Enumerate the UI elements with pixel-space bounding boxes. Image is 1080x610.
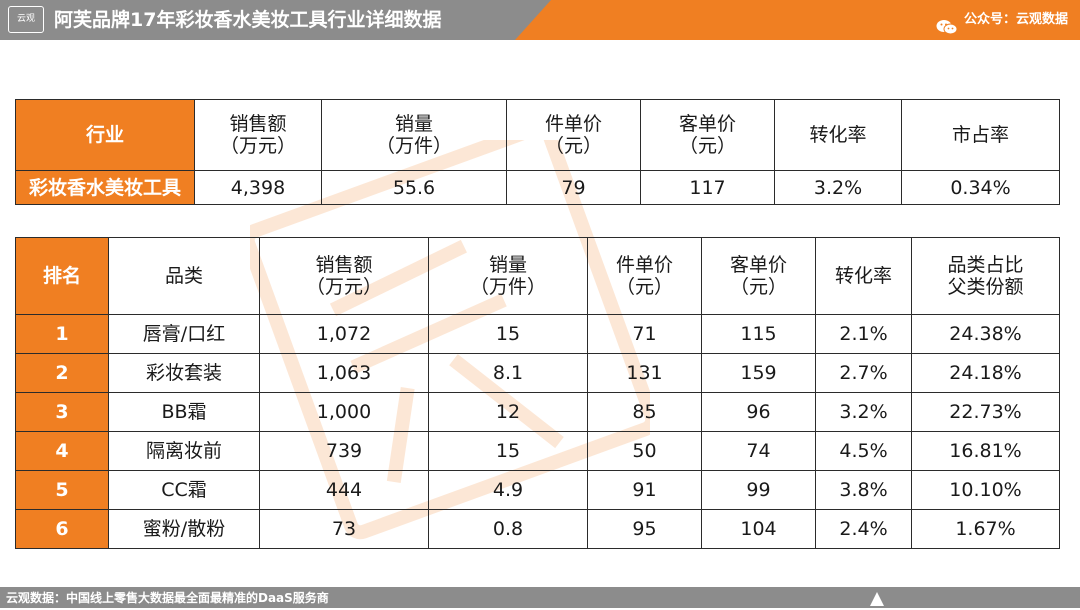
table-cell: 73 xyxy=(259,509,429,549)
category-ranking-table: 排名 品类 销售额 （万元） 销量 （万件） 件单价 （元） 客单价 （元） 转化率 品… xyxy=(15,237,1060,549)
rank-cell: 6 xyxy=(15,509,109,549)
header-cell: 排名 xyxy=(15,237,109,315)
header-cell: 件单价 （元） xyxy=(587,237,702,315)
table-cell: 24.18% xyxy=(911,353,1060,393)
table-cell: 159 xyxy=(701,353,816,393)
footer-tagline: 云观数据：中国线上零售大数据最全面最精准的DaaS服务商 xyxy=(6,591,329,605)
table-cell: 3.2% xyxy=(815,392,912,432)
table-cell: 蜜粉/散粉 xyxy=(108,509,260,549)
table-cell: 85 xyxy=(587,392,702,432)
footer-bar: 云观数据：中国线上零售大数据最全面最精准的DaaS服务商 xyxy=(0,587,1080,608)
rank-cell: 5 xyxy=(15,470,109,510)
header-accent xyxy=(515,0,1080,40)
table-cell: 3.2% xyxy=(774,170,902,205)
table-cell: 131 xyxy=(587,353,702,393)
logo: 云观 xyxy=(8,6,44,33)
table-cell: 91 xyxy=(587,470,702,510)
table-cell: 115 xyxy=(701,314,816,354)
table-cell: 79 xyxy=(506,170,641,205)
wechat-label: 公众号：云观数据 xyxy=(963,12,1068,27)
table-cell: 96 xyxy=(701,392,816,432)
rank-cell: 2 xyxy=(15,353,109,393)
table-row: 3 BB霜 1,000 12 85 96 3.2% 22.73% xyxy=(15,392,1060,432)
table-cell: 2.7% xyxy=(815,353,912,393)
table-cell: 50 xyxy=(587,431,702,471)
table-cell: 95 xyxy=(587,509,702,549)
table-cell: 12 xyxy=(428,392,588,432)
table-cell: 71 xyxy=(587,314,702,354)
table-cell: 4,398 xyxy=(194,170,322,205)
table-cell: 1,072 xyxy=(259,314,429,354)
wechat-icon xyxy=(936,12,958,35)
header-cell: 市占率 xyxy=(901,99,1060,171)
header-cell: 客单价 （元） xyxy=(701,237,816,315)
rank-cell: 3 xyxy=(15,392,109,432)
table-cell: 24.38% xyxy=(911,314,1060,354)
table-cell: CC霜 xyxy=(108,470,260,510)
rank-cell: 1 xyxy=(15,314,109,354)
table-cell: 4.5% xyxy=(815,431,912,471)
table-cell: 15 xyxy=(428,314,588,354)
table-cell: 104 xyxy=(701,509,816,549)
scroll-up-icon[interactable] xyxy=(870,592,884,606)
header-cell: 件单价 （元） xyxy=(506,99,641,171)
table-cell: 8.1 xyxy=(428,353,588,393)
table-cell: 唇膏/口红 xyxy=(108,314,260,354)
table-header-row: 排名 品类 销售额 （万元） 销量 （万件） 件单价 （元） 客单价 （元） 转化率 品… xyxy=(15,237,1060,315)
table-cell: 55.6 xyxy=(321,170,507,205)
header-cell: 销售额 （万元） xyxy=(259,237,429,315)
table-cell: 3.8% xyxy=(815,470,912,510)
page-title: 阿芙品牌17年彩妆香水美妆工具行业详细数据 xyxy=(54,9,442,31)
industry-name-cell: 彩妆香水美妆工具 xyxy=(15,170,195,205)
table-cell: BB霜 xyxy=(108,392,260,432)
table-cell: 16.81% xyxy=(911,431,1060,471)
table-cell: 117 xyxy=(640,170,775,205)
table-cell: 0.34% xyxy=(901,170,1060,205)
table-row: 2 彩妆套装 1,063 8.1 131 159 2.7% 24.18% xyxy=(15,353,1060,393)
header-cell: 转化率 xyxy=(774,99,902,171)
table-cell: 10.10% xyxy=(911,470,1060,510)
table-cell: 739 xyxy=(259,431,429,471)
table-cell: 1,063 xyxy=(259,353,429,393)
header-cell: 销售额 （万元） xyxy=(194,99,322,171)
table-cell: 99 xyxy=(701,470,816,510)
table-cell: 隔离妆前 xyxy=(108,431,260,471)
header-cell: 转化率 xyxy=(815,237,912,315)
header-cell: 行业 xyxy=(15,99,195,171)
table-cell: 444 xyxy=(259,470,429,510)
table-cell: 彩妆套装 xyxy=(108,353,260,393)
table-row: 5 CC霜 444 4.9 91 99 3.8% 10.10% xyxy=(15,470,1060,510)
table-row: 彩妆香水美妆工具 4,398 55.6 79 117 3.2% 0.34% xyxy=(15,170,1060,205)
table-row: 1 唇膏/口红 1,072 15 71 115 2.1% 24.38% xyxy=(15,314,1060,354)
table-cell: 2.4% xyxy=(815,509,912,549)
header-bar: 云观 阿芙品牌17年彩妆香水美妆工具行业详细数据 公众号：云观数据 xyxy=(0,0,1080,40)
table-row: 4 隔离妆前 739 15 50 74 4.5% 16.81% xyxy=(15,431,1060,471)
table-row: 6 蜜粉/散粉 73 0.8 95 104 2.4% 1.67% xyxy=(15,509,1060,549)
wechat-account: 公众号：云观数据 xyxy=(936,0,1068,40)
table-cell: 1.67% xyxy=(911,509,1060,549)
header-cell: 销量 （万件） xyxy=(428,237,588,315)
table-cell: 74 xyxy=(701,431,816,471)
table-cell: 2.1% xyxy=(815,314,912,354)
table-cell: 22.73% xyxy=(911,392,1060,432)
table-header-row: 行业 销售额 （万元） 销量 （万件） 件单价 （元） 客单价 （元） 转化率 市占率 xyxy=(15,99,1060,171)
table-cell: 0.8 xyxy=(428,509,588,549)
table-cell: 4.9 xyxy=(428,470,588,510)
header-cell: 销量 （万件） xyxy=(321,99,507,171)
table-cell: 1,000 xyxy=(259,392,429,432)
table-cell: 15 xyxy=(428,431,588,471)
rank-cell: 4 xyxy=(15,431,109,471)
industry-summary-table: 行业 销售额 （万元） 销量 （万件） 件单价 （元） 客单价 （元） 转化率 市占率 … xyxy=(15,99,1060,205)
header-cell: 品类占比 父类份额 xyxy=(911,237,1060,315)
header-cell: 品类 xyxy=(108,237,260,315)
header-cell: 客单价 （元） xyxy=(640,99,775,171)
